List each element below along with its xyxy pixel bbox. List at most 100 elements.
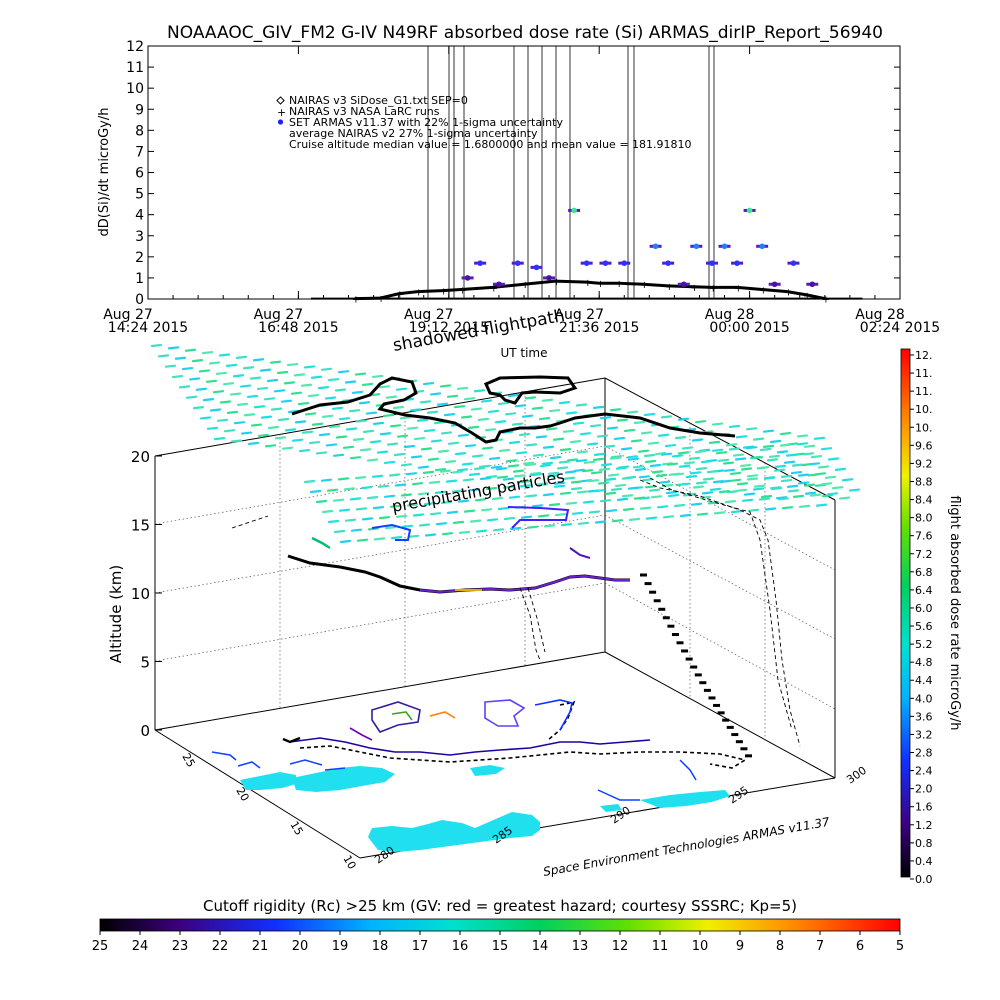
particle-dash <box>497 506 510 511</box>
particle-dash <box>542 493 555 497</box>
particle-dash <box>167 346 180 350</box>
particle-dash <box>762 444 775 448</box>
particle-dash <box>462 478 475 482</box>
armas-point <box>652 243 659 250</box>
particle-dash <box>671 454 684 458</box>
particle-dash <box>594 520 607 524</box>
x-tick-label: Aug 27 <box>103 307 153 323</box>
nairas-series-line <box>354 279 826 301</box>
particle-dash <box>827 457 840 461</box>
particle-dash <box>297 401 310 406</box>
colorbar-right-tick-label: 6.0 <box>915 602 933 615</box>
particle-dash <box>622 507 635 511</box>
legend-diamond-icon <box>276 96 285 105</box>
particle-dash <box>508 440 521 445</box>
particle-dash <box>753 484 766 488</box>
particle-dash <box>597 481 610 485</box>
particle-dash <box>628 517 641 522</box>
particle-dash <box>769 486 782 490</box>
particle-dash <box>616 497 629 501</box>
particle-dash <box>549 455 562 460</box>
particle-dash <box>655 473 668 478</box>
particle-dash <box>672 472 685 476</box>
lat-tick-label: 10 <box>340 853 358 872</box>
legend-plus-icon: + <box>277 106 286 119</box>
z-tick-label: 10 <box>131 585 150 603</box>
colorbar-right-tick-label: 5.2 <box>915 638 933 651</box>
particle-dash <box>559 491 572 495</box>
particle-dash <box>439 469 452 473</box>
particle-dash <box>386 442 399 446</box>
particle-dash <box>321 509 334 514</box>
particle-dash <box>783 460 796 464</box>
nairas-point: + <box>759 286 767 297</box>
nairas-point: + <box>440 287 448 298</box>
particle-dash <box>797 481 810 485</box>
armas-point <box>571 207 577 214</box>
nairas-point: + <box>690 283 698 294</box>
particle-dash <box>416 418 429 422</box>
particle-dash <box>409 408 422 412</box>
trajectory-line <box>231 515 269 529</box>
colorbar-right-tick-label: 2.8 <box>915 747 933 760</box>
particle-dash <box>269 360 282 364</box>
particle-dash <box>758 497 771 501</box>
particle-dash <box>351 390 364 394</box>
particle-dash <box>776 450 789 454</box>
particle-dash <box>572 421 585 425</box>
particle-dash <box>256 386 269 391</box>
particle-dash <box>260 415 273 419</box>
colorbar-right-tick-label: 0.4 <box>915 855 933 868</box>
particle-dash <box>468 472 481 476</box>
particle-dash <box>236 402 249 406</box>
particle-dash <box>640 431 653 435</box>
particle-dash <box>222 382 235 386</box>
particle-dash <box>598 467 611 471</box>
particle-dash <box>633 420 646 425</box>
legend-entry: NAIRAS v3 SiDose_G1.txt SEP=0 <box>289 94 468 107</box>
particle-dash <box>695 467 708 471</box>
colorbar-bottom-tick-label: 11 <box>652 939 669 954</box>
particle-dash <box>547 471 560 475</box>
particle-dash <box>660 415 673 419</box>
particle-dash <box>688 456 701 460</box>
armas-point <box>477 260 483 266</box>
box-edge <box>604 651 836 779</box>
colorbar-bottom-tick-label: 9 <box>736 939 744 954</box>
particle-dash <box>479 476 492 481</box>
particle-dash <box>300 383 313 387</box>
x-tick-label: Aug 27 <box>404 307 454 323</box>
particle-dash <box>150 343 163 348</box>
colorbar-bottom-tick-label: 15 <box>492 939 509 954</box>
particle-dash <box>280 399 293 403</box>
particle-dash <box>643 453 656 458</box>
particle-dash <box>240 431 253 435</box>
x-tick-label: 16:48 2015 <box>258 320 338 336</box>
particle-dash <box>541 398 554 402</box>
particle-dash <box>399 416 412 420</box>
particle-dash <box>739 463 752 468</box>
coastline <box>211 751 237 761</box>
nairas-point: + <box>521 280 529 291</box>
particle-dash <box>422 381 435 386</box>
particle-dash <box>520 515 533 519</box>
y-tick-label: 1 <box>135 271 144 287</box>
particle-dash <box>606 426 619 430</box>
armas-point <box>759 243 765 250</box>
particle-dash <box>626 455 639 459</box>
particle-dash <box>361 517 374 521</box>
particle-dash <box>662 515 675 519</box>
particle-dash <box>696 512 709 516</box>
particle-dash <box>284 428 297 432</box>
particle-dash <box>358 401 371 405</box>
particle-dash <box>699 495 712 499</box>
particle-dash <box>440 500 453 504</box>
particle-dash <box>453 405 466 409</box>
particle-dash <box>650 495 663 499</box>
particle-dash <box>343 487 356 491</box>
particle-dash <box>752 437 765 441</box>
trajectory-line <box>639 479 801 747</box>
particle-dash <box>413 436 426 441</box>
particle-dash <box>257 433 270 438</box>
particle-dash <box>422 470 435 474</box>
